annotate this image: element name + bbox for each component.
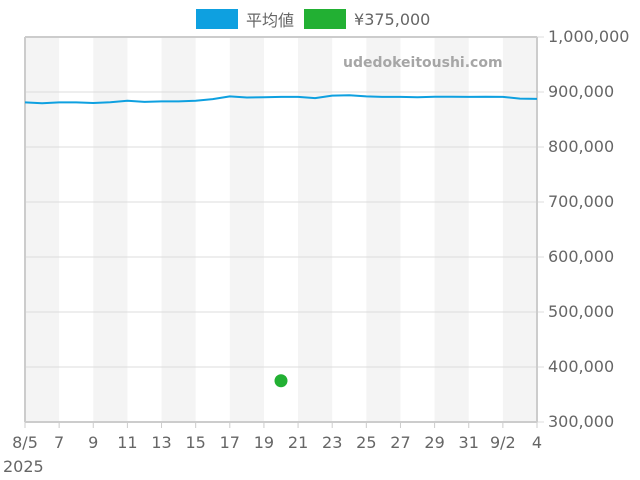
- x-tick-label: 13: [151, 433, 172, 452]
- x-tick-label: 21: [287, 433, 309, 452]
- y-tick-label: 900,000: [548, 82, 615, 101]
- x-tick-label: 25: [356, 433, 377, 452]
- x-tick-label: 31: [458, 433, 479, 452]
- legend-item-average[interactable]: 平均値: [196, 7, 294, 31]
- background-band: [229, 37, 264, 422]
- background-band: [25, 37, 60, 422]
- x-tick-label: 15: [185, 433, 206, 452]
- price-data-point[interactable]: [274, 374, 288, 388]
- background-band: [93, 37, 128, 422]
- average-price-line[interactable]: [24, 94, 538, 105]
- x-tick-label: 27: [390, 433, 411, 452]
- y-tick-label: 700,000: [548, 192, 615, 211]
- x-tick-label: 4: [531, 433, 543, 452]
- y-tick-label: 600,000: [548, 247, 615, 266]
- x-tick-label: 9/2: [489, 433, 516, 452]
- x-tick-label: 23: [322, 433, 343, 452]
- x-axis-year-label: 2025: [3, 457, 44, 476]
- background-band: [298, 37, 333, 422]
- x-tick-label: 7: [54, 433, 65, 452]
- legend-item-price[interactable]: ¥375,000: [304, 9, 430, 29]
- x-tick-label: 9: [88, 433, 99, 452]
- watermark: udedokeitoushi.com: [343, 55, 503, 71]
- legend-swatch-price: [304, 9, 347, 29]
- y-tick-label: 400,000: [548, 357, 615, 376]
- x-tick-label: 19: [253, 433, 275, 452]
- y-tick-label: 500,000: [548, 302, 615, 321]
- y-tick-label: 800,000: [548, 137, 615, 156]
- background-band: [502, 37, 537, 422]
- legend-label-price: ¥375,000: [354, 9, 431, 29]
- background-band: [161, 37, 196, 422]
- x-tick-label: 29: [424, 433, 445, 452]
- y-tick-label: 1,000,000: [548, 27, 630, 46]
- background-band: [434, 37, 469, 422]
- legend-swatch-average: [196, 9, 238, 29]
- legend-label-average: 平均値: [246, 11, 295, 30]
- x-tick-label: 8/5: [12, 433, 38, 452]
- x-tick-label: 17: [219, 433, 240, 452]
- legend: 平均値 ¥375,000: [196, 8, 440, 30]
- x-tick-label: 11: [117, 433, 138, 452]
- background-band: [366, 37, 401, 422]
- y-tick-label: 300,000: [548, 412, 615, 431]
